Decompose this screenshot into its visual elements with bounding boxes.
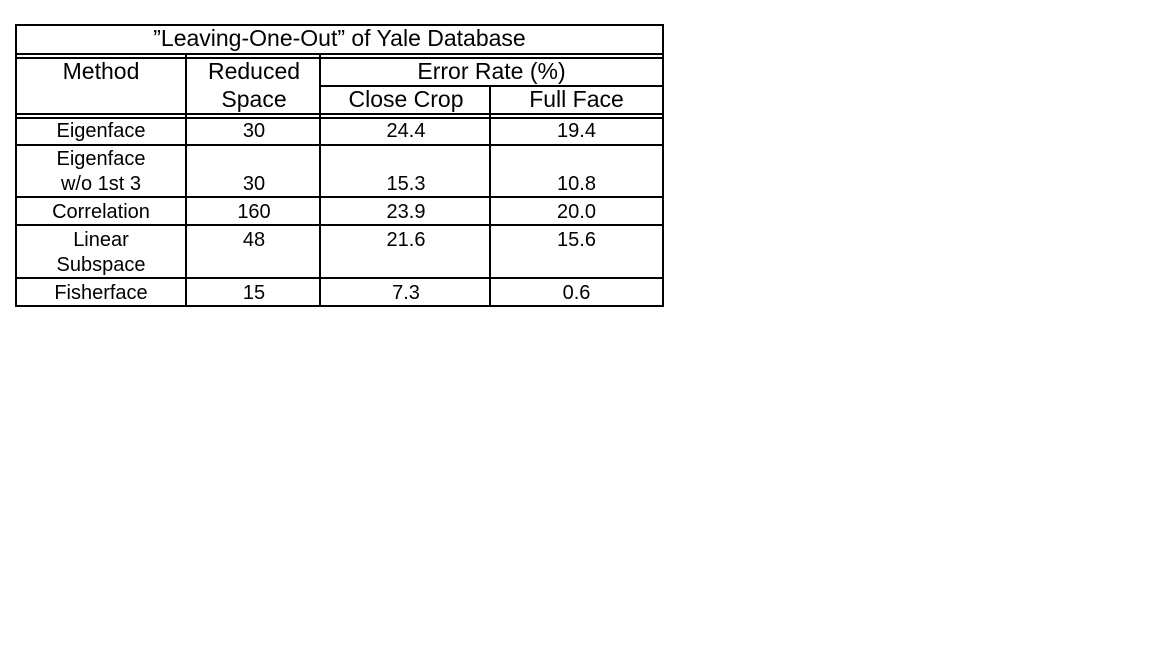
results-table: ”Leaving-One-Out” of Yale Database Metho… bbox=[15, 24, 664, 307]
row-close-crop: 21.6 bbox=[386, 229, 426, 251]
table-title: ”Leaving-One-Out” of Yale Database bbox=[153, 25, 526, 51]
header-full-face: Full Face bbox=[529, 86, 624, 112]
row-reduced-space: 30 bbox=[242, 120, 266, 142]
divider bbox=[17, 117, 662, 119]
row-method-line2: Subspace bbox=[56, 254, 146, 276]
divider bbox=[319, 55, 321, 305]
divider bbox=[17, 57, 662, 59]
row-reduced-space: 30 bbox=[242, 173, 266, 195]
row-close-crop: 7.3 bbox=[392, 282, 420, 304]
row-reduced-space: 48 bbox=[242, 229, 266, 251]
divider bbox=[17, 224, 662, 226]
divider bbox=[185, 55, 187, 305]
row-method: Linear bbox=[73, 229, 129, 251]
row-close-crop: 23.9 bbox=[386, 201, 426, 223]
row-close-crop: 24.4 bbox=[386, 120, 426, 142]
row-full-face: 10.8 bbox=[557, 173, 596, 195]
divider bbox=[17, 113, 662, 115]
row-method: Eigenface bbox=[56, 120, 146, 142]
header-method: Method bbox=[62, 58, 140, 84]
header-close-crop: Close Crop bbox=[348, 86, 464, 112]
row-full-face: 15.6 bbox=[557, 229, 596, 251]
row-reduced-space: 160 bbox=[237, 201, 271, 223]
divider bbox=[17, 277, 662, 279]
header-error-rate: Error Rate (%) bbox=[417, 58, 566, 84]
row-method: Eigenface bbox=[56, 148, 146, 170]
row-method-line2: w/o 1st 3 bbox=[60, 173, 142, 195]
row-close-crop: 15.3 bbox=[386, 173, 426, 195]
row-reduced-space: 15 bbox=[242, 282, 266, 304]
divider bbox=[17, 53, 662, 55]
divider bbox=[321, 85, 662, 87]
row-method: Correlation bbox=[52, 201, 150, 223]
row-full-face: 19.4 bbox=[557, 120, 596, 142]
divider bbox=[17, 196, 662, 198]
header-reduced-space-line2: Space bbox=[221, 86, 287, 112]
divider bbox=[489, 85, 491, 305]
row-method: Fisherface bbox=[54, 282, 148, 304]
divider bbox=[17, 144, 662, 146]
row-full-face: 0.6 bbox=[562, 282, 591, 304]
row-full-face: 20.0 bbox=[557, 201, 596, 223]
header-reduced-space-line1: Reduced bbox=[207, 58, 301, 84]
